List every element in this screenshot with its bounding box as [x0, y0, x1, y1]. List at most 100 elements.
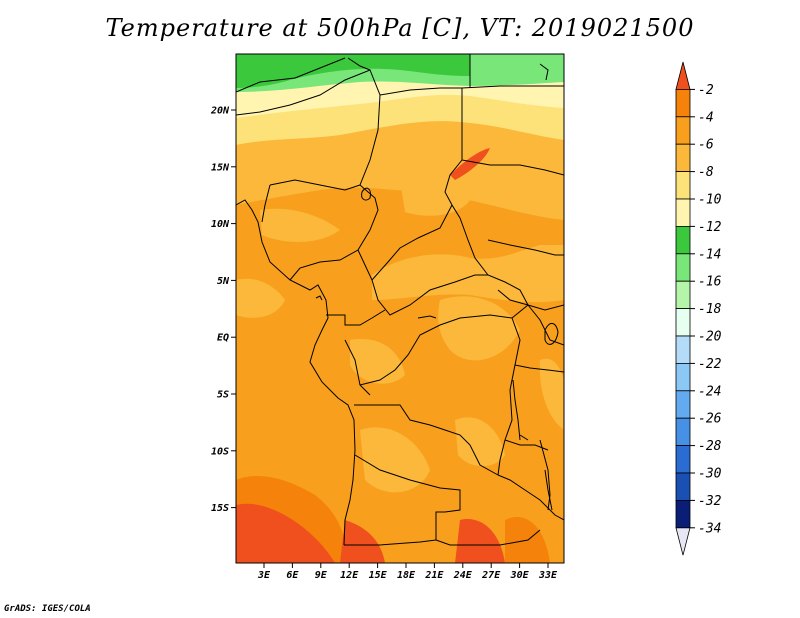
colorbar-label: -28 — [698, 439, 722, 454]
colorbar-swatch — [675, 171, 691, 200]
colorbar-swatch — [675, 308, 691, 337]
colorbar-swatch — [675, 417, 691, 447]
lon-tick-label: 30E — [510, 570, 530, 581]
colorbar-swatch — [675, 225, 691, 255]
colorbar-label: -10 — [698, 193, 722, 208]
border-congo-drc — [344, 339, 371, 396]
colorbar-label: -22 — [698, 357, 722, 372]
field-warmest-streak — [450, 148, 490, 180]
border-angola-zambia — [354, 454, 541, 546]
border-libya-egypt — [461, 85, 564, 89]
colorbar-swatch — [675, 280, 691, 310]
grads-credit: GrADS: IGES/COLA — [4, 604, 91, 614]
colorbar-label: -16 — [698, 275, 722, 290]
colorbar-swatch — [675, 445, 691, 474]
border-tanzania-zambia — [504, 439, 549, 451]
colorbar-swatch — [675, 390, 691, 419]
field-cool-east — [539, 358, 564, 430]
colorbar-swatch — [675, 61, 691, 90]
colorbar-swatch — [675, 198, 691, 227]
lat-tick-label: 20N — [210, 106, 230, 117]
colorbar-label: -2 — [698, 83, 714, 98]
border-drc-angola — [354, 404, 499, 476]
coast-red-sea — [539, 63, 549, 81]
lat-tick-label: 15S — [211, 503, 229, 514]
field-warmest-southwest — [236, 503, 335, 563]
field-warmest-south — [340, 520, 385, 563]
lon-tick-label: 15E — [369, 570, 388, 581]
colorbar-swatch — [675, 335, 691, 364]
temperature-field — [236, 54, 564, 563]
lat-tick-label: 10S — [211, 446, 229, 457]
lon-tick-label: 6E — [286, 570, 299, 581]
colorbar-label: -24 — [698, 384, 721, 399]
coastline-west — [236, 199, 356, 546]
longitude-axis: 3E 6E 9E 12E 15E 18E 21E 24E 27E 30E 33E — [257, 563, 558, 581]
lat-tick-label: 5S — [217, 390, 229, 401]
colorbar-label: -8 — [698, 165, 714, 180]
lake-chad — [361, 187, 371, 201]
colorbar-label: -26 — [698, 412, 722, 427]
plot-frame — [235, 53, 565, 564]
colorbar: -2 -4 -6 -8 -10 -12 -14 -16 -18 -20 -22 -24 -26 -28 -3… — [675, 61, 722, 556]
colorbar-label: -18 — [698, 302, 722, 317]
island-bioko — [315, 295, 323, 301]
field-cool-patch-6 — [360, 427, 430, 493]
colorbar-label: -6 — [698, 138, 714, 153]
lake-tanganyika — [512, 379, 521, 441]
river-segment-1 — [417, 315, 437, 319]
colorbar-label: -34 — [698, 521, 721, 536]
colorbar-label: -20 — [698, 330, 722, 345]
border-niger-libya — [347, 57, 371, 71]
lon-tick-label: 21E — [424, 570, 444, 581]
lon-tick-label: 12E — [340, 570, 359, 581]
colorbar-swatch — [675, 116, 691, 145]
border-namibia — [344, 539, 437, 546]
border-car-north — [371, 204, 453, 281]
border-algeria — [236, 57, 346, 93]
lake-malawi — [544, 469, 553, 511]
lake-mweru — [519, 434, 529, 441]
border-drc-north — [359, 304, 529, 386]
lon-tick-label: 3E — [257, 570, 271, 581]
border-car-south — [357, 249, 488, 316]
colorbar-label: -32 — [698, 494, 722, 509]
lon-tick-label: 33E — [538, 570, 558, 581]
field-warmest-south-2 — [455, 519, 505, 563]
country-boundaries — [236, 54, 564, 546]
lat-tick-label: 5N — [217, 276, 230, 287]
border-south-sudan — [487, 239, 564, 256]
field-green-band — [236, 54, 470, 88]
lon-tick-label: 27E — [481, 570, 501, 581]
map-title: Temperature at 500hPa [C], VT: 201902150… — [105, 14, 695, 42]
colorbar-swatch — [675, 143, 691, 172]
field-cool-patch-7 — [455, 417, 505, 467]
border-gabon-congo — [326, 309, 386, 326]
colorbar-swatch — [675, 472, 691, 501]
border-malawi — [539, 439, 551, 511]
colorbar-label: -4 — [698, 110, 714, 125]
lat-tick-label: 10N — [211, 219, 230, 230]
border-benin — [261, 184, 271, 223]
colorbar-swatch — [675, 499, 691, 529]
border-niger-nigeria-south — [269, 179, 361, 191]
field-cool-patch-8 — [236, 278, 285, 318]
border-drc-east — [497, 317, 521, 476]
lat-tick-label: EQ — [217, 333, 229, 344]
border-tanzania-north — [514, 364, 564, 373]
colorbar-swatch — [675, 527, 691, 556]
field-cool-patch-4 — [438, 296, 520, 361]
lon-tick-label: 9E — [315, 570, 328, 581]
lon-tick-label: 24E — [453, 570, 473, 581]
latitude-axis: 20N 15N 10N 5N EQ 5S 10S 15S — [210, 106, 236, 514]
colorbar-label: -30 — [698, 467, 722, 482]
colorbar-swatch — [675, 362, 691, 392]
lat-tick-label: 15N — [211, 162, 230, 173]
border-zambia-mozambique — [497, 474, 564, 521]
border-sudan-inner — [461, 159, 564, 176]
colorbar-label: -14 — [698, 247, 721, 262]
lake-victoria — [544, 323, 559, 345]
colorbar-swatch — [675, 89, 691, 118]
field-cool-patch-3 — [260, 208, 340, 242]
